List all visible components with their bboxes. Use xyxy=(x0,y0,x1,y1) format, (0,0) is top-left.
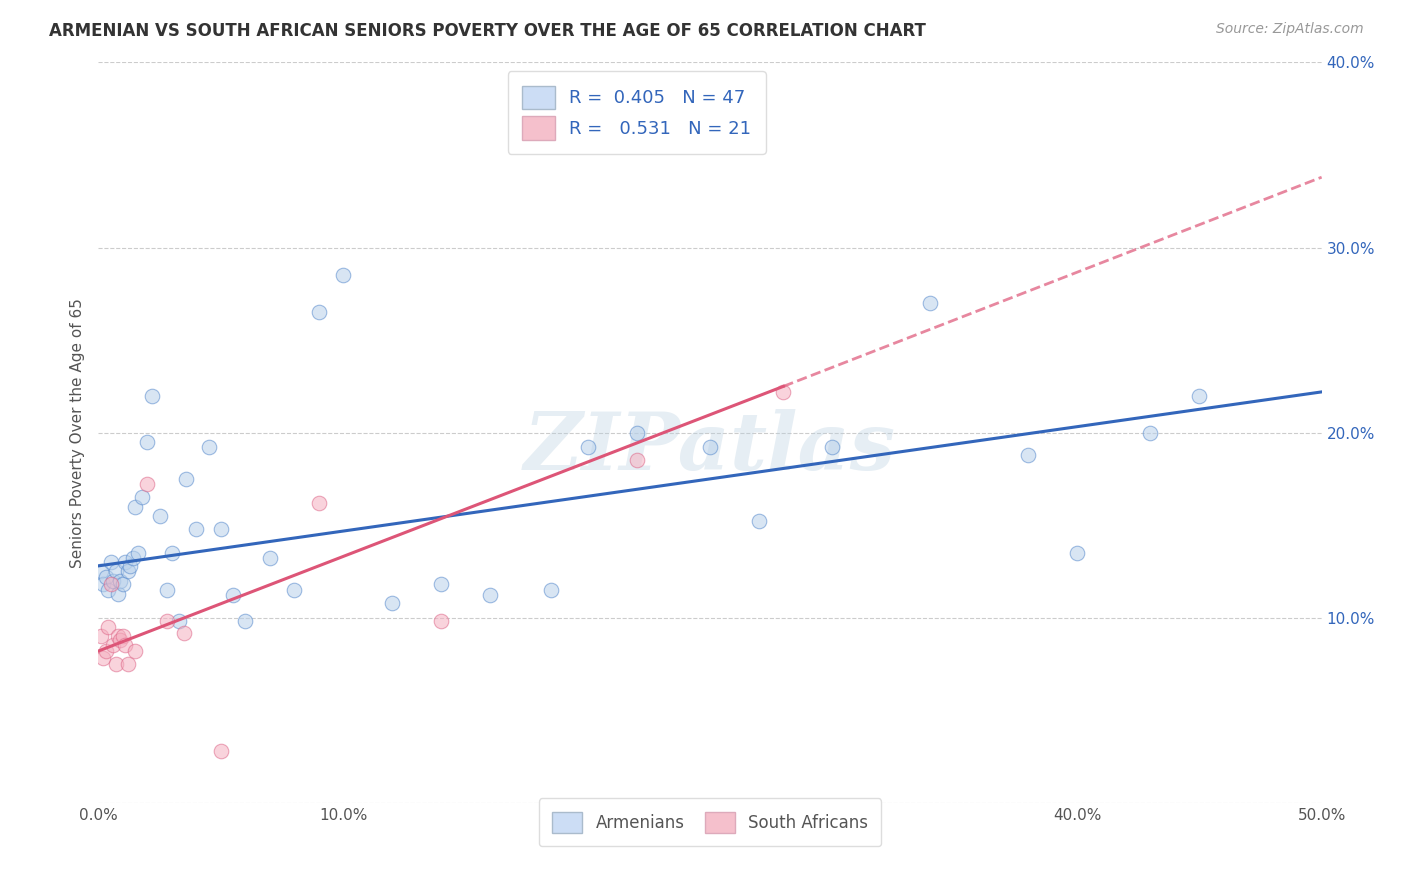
Point xyxy=(1017,448,1039,462)
Point xyxy=(173,625,195,640)
Point xyxy=(90,629,112,643)
Point xyxy=(748,515,770,529)
Point xyxy=(308,305,330,319)
Point xyxy=(100,555,122,569)
Point xyxy=(114,639,136,653)
Y-axis label: Seniors Poverty Over the Age of 65: Seniors Poverty Over the Age of 65 xyxy=(70,298,86,567)
Point xyxy=(197,441,219,455)
Point xyxy=(209,522,232,536)
Point xyxy=(111,629,134,643)
Point xyxy=(430,615,453,629)
Point xyxy=(124,644,146,658)
Point xyxy=(1139,425,1161,440)
Point xyxy=(149,508,172,523)
Point xyxy=(167,615,190,629)
Point xyxy=(156,582,179,597)
Text: ZIPatlas: ZIPatlas xyxy=(524,409,896,486)
Point xyxy=(104,657,127,671)
Point xyxy=(136,477,159,491)
Point xyxy=(107,587,129,601)
Point xyxy=(259,551,281,566)
Point xyxy=(117,657,139,671)
Point xyxy=(97,620,120,634)
Point xyxy=(772,384,794,399)
Point xyxy=(131,491,153,505)
Point xyxy=(104,565,127,579)
Point xyxy=(141,388,163,402)
Text: ARMENIAN VS SOUTH AFRICAN SENIORS POVERTY OVER THE AGE OF 65 CORRELATION CHART: ARMENIAN VS SOUTH AFRICAN SENIORS POVERT… xyxy=(49,22,927,40)
Point xyxy=(100,577,122,591)
Point xyxy=(233,615,256,629)
Point xyxy=(821,441,844,455)
Point xyxy=(176,472,198,486)
Point xyxy=(626,453,648,467)
Point xyxy=(699,441,721,455)
Point xyxy=(576,441,599,455)
Point xyxy=(127,546,149,560)
Point xyxy=(222,589,245,603)
Point xyxy=(1066,546,1088,560)
Point xyxy=(156,615,179,629)
Point xyxy=(117,565,139,579)
Legend: Armenians, South Africans: Armenians, South Africans xyxy=(538,798,882,847)
Point xyxy=(120,558,142,573)
Point xyxy=(308,496,330,510)
Point xyxy=(209,744,232,758)
Point xyxy=(332,268,354,283)
Point xyxy=(114,555,136,569)
Point xyxy=(430,577,453,591)
Point xyxy=(110,632,132,647)
Point xyxy=(626,425,648,440)
Point xyxy=(124,500,146,514)
Point xyxy=(97,582,120,597)
Point xyxy=(160,546,183,560)
Point xyxy=(136,434,159,449)
Point xyxy=(94,570,117,584)
Point xyxy=(111,577,134,591)
Point xyxy=(283,582,305,597)
Point xyxy=(101,639,124,653)
Point xyxy=(110,574,132,588)
Point xyxy=(920,296,942,310)
Point xyxy=(94,644,117,658)
Point xyxy=(186,522,208,536)
Point xyxy=(121,551,143,566)
Point xyxy=(540,582,562,597)
Point xyxy=(91,651,114,665)
Text: Source: ZipAtlas.com: Source: ZipAtlas.com xyxy=(1216,22,1364,37)
Point xyxy=(91,577,114,591)
Point xyxy=(101,574,124,588)
Point xyxy=(478,589,501,603)
Point xyxy=(90,565,112,579)
Point xyxy=(381,596,404,610)
Point xyxy=(107,629,129,643)
Point xyxy=(1188,388,1211,402)
